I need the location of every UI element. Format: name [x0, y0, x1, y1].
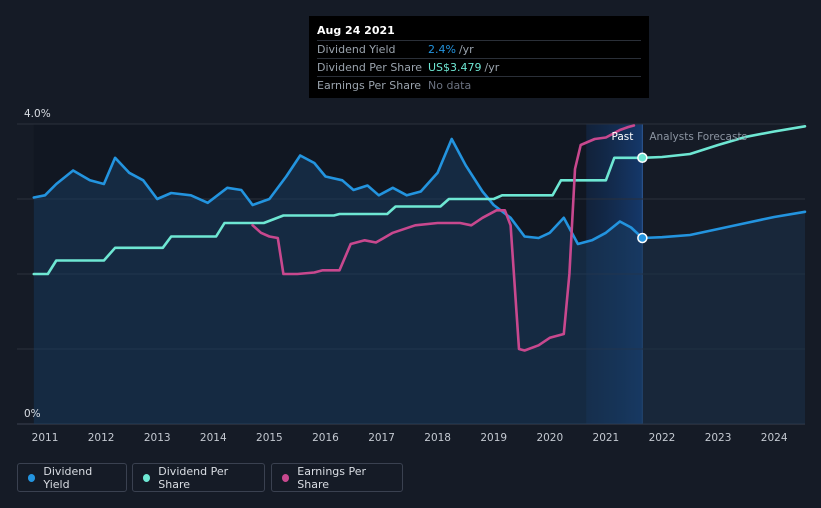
legend-label: Dividend Yield — [43, 464, 93, 491]
legend-label: Dividend Per Share — [158, 464, 229, 491]
x-tick-label: 2012 — [88, 432, 115, 444]
legend-item-dividend-per-share[interactable]: Dividend Per Share — [132, 463, 265, 492]
x-tick-label: 2020 — [536, 432, 563, 444]
x-tick-label: 2023 — [705, 432, 732, 444]
tooltip-value: 2.4% — [428, 43, 456, 56]
axis-label-layer: 4.0% 0% 2011 2012 2013 2014 2015 2016 2017 2018 20… — [24, 108, 788, 444]
tooltip: Aug 24 2021 Dividend Yield 2.4% /yr Divi… — [309, 16, 649, 98]
legend-item-earnings-per-share[interactable]: Earnings Per Share — [271, 463, 403, 492]
legend-dot-icon — [28, 473, 36, 482]
x-tick-label: 2022 — [649, 432, 676, 444]
dividend-per-share-marker — [637, 152, 648, 163]
tooltip-date: Aug 24 2021 — [317, 24, 395, 37]
tooltip-label: Earnings Per Share — [317, 79, 422, 92]
dividend-yield-area — [33, 139, 643, 424]
legend-dot-icon — [282, 473, 290, 482]
dividend-yield-forecast-area — [642, 211, 805, 424]
tooltip-label: Dividend Yield — [317, 43, 396, 56]
tooltip-row-dividend-yield: Dividend Yield 2.4% /yr — [317, 40, 641, 58]
y-tick-label: 4.0% — [24, 108, 51, 120]
series-layer — [32, 124, 807, 352]
y-tick-label: 0% — [24, 408, 41, 420]
forecast-label: Analysts Forecasts — [649, 131, 747, 143]
dividend-per-share-line — [32, 125, 807, 276]
tooltip-label: Dividend Per Share — [317, 61, 423, 74]
x-tick-label: 2014 — [200, 432, 227, 444]
tooltip-value: No data — [428, 79, 472, 92]
dividend-yield-line — [32, 137, 807, 246]
dividend-yield-marker — [637, 232, 648, 244]
x-tick-label: 2015 — [256, 432, 283, 444]
x-tick-label: 2021 — [593, 432, 620, 444]
x-tick-label: 2011 — [32, 432, 59, 444]
x-tick-label: 2013 — [144, 432, 171, 444]
earnings-per-share-line — [251, 124, 636, 352]
tooltip-unit: /yr — [458, 43, 474, 56]
legend-label: Earnings Per Share — [297, 464, 367, 491]
marker-layer — [637, 152, 648, 244]
x-tick-label: 2018 — [424, 432, 451, 444]
tooltip-row-earnings-per-share: Earnings Per Share No data — [317, 76, 641, 94]
tooltip-row-dividend-per-share: Dividend Per Share US$3.479 /yr — [317, 58, 641, 76]
x-tick-label: 2024 — [761, 432, 788, 444]
x-tick-label: 2016 — [312, 432, 339, 444]
area-layer — [33, 139, 805, 424]
legend-dot-icon — [143, 473, 151, 482]
x-tick-label: 2019 — [480, 432, 507, 444]
x-tick-label: 2017 — [368, 432, 395, 444]
past-label: Past — [611, 131, 633, 143]
legend-item-dividend-yield[interactable]: Dividend Yield — [17, 463, 127, 492]
tooltip-unit: /yr — [484, 61, 500, 74]
tooltip-value: US$3.479 — [428, 61, 482, 74]
